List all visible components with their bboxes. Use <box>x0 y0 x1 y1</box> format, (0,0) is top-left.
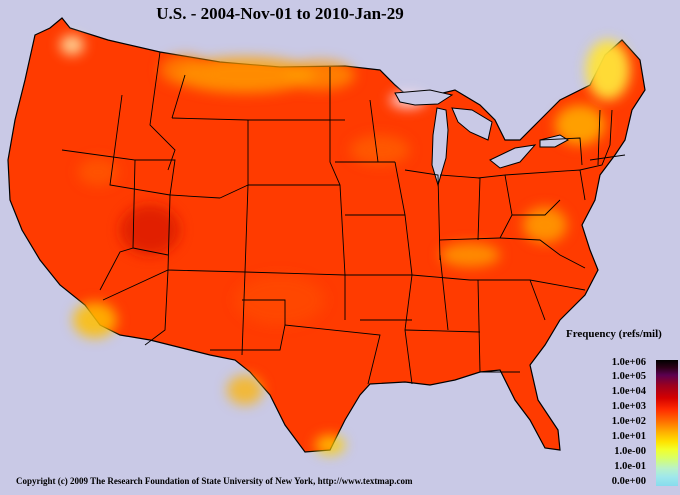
legend-tick: 0.0e+00 <box>611 476 646 487</box>
great-lakes <box>394 89 569 187</box>
heat-variation <box>60 35 630 455</box>
legend-tick: 1.0e+02 <box>611 416 646 427</box>
state-borders <box>61 51 626 385</box>
legend-colorbar <box>656 360 678 486</box>
legend-tick: 1.0e-01 <box>614 461 646 472</box>
copyright-text: Copyright (c) 2009 The Research Foundati… <box>16 476 413 486</box>
legend-title: Frequency (refs/mil) <box>566 328 662 340</box>
legend-tick: 1.0e+04 <box>611 386 646 397</box>
legend-tick: 1.0e+01 <box>611 431 646 442</box>
map-title: U.S. - 2004-Nov-01 to 2010-Jan-29 <box>156 4 404 23</box>
legend-tick: 1.0e-00 <box>614 446 646 457</box>
legend-tick: 1.0e+06 <box>611 357 646 368</box>
legend: 1.0e+06 1.0e+05 1.0e+04 1.0e+03 1.0e+02 … <box>590 356 680 488</box>
legend-tick: 1.0e+05 <box>611 371 646 382</box>
legend-tick: 1.0e+03 <box>611 401 646 412</box>
